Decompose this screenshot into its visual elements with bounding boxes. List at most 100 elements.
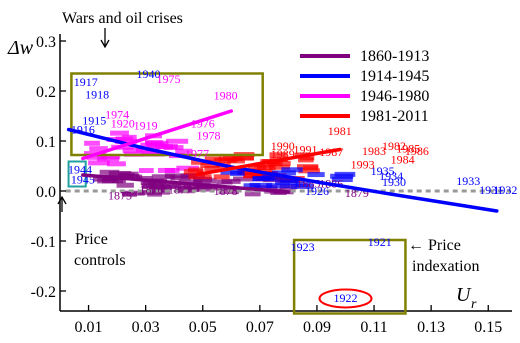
data-point-label: 1930 bbox=[382, 175, 406, 189]
data-point-label: 1932 bbox=[493, 183, 517, 197]
annotation-price-indexation: ← Price bbox=[408, 237, 461, 254]
fit-line bbox=[66, 127, 499, 213]
background-year-label-glyph bbox=[122, 190, 145, 196]
background-year-label-glyph bbox=[204, 165, 228, 171]
background-year-label-glyph bbox=[163, 145, 184, 151]
fit-line bbox=[81, 109, 234, 161]
background-year-label-glyph bbox=[249, 182, 273, 188]
data-point-label: 1920 bbox=[111, 117, 135, 131]
data-point-label: 1986 bbox=[405, 144, 429, 158]
background-year-label-glyph bbox=[147, 191, 162, 197]
background-year-label-glyph bbox=[233, 176, 255, 182]
legend-label: 1914-1945 bbox=[360, 68, 429, 85]
legend-label: 1981-2011 bbox=[360, 108, 429, 125]
y-axis-label: Δw bbox=[7, 37, 34, 59]
data-point-label: 1978 bbox=[196, 129, 220, 143]
price-indexation-box bbox=[292, 238, 407, 315]
data-point-label: 1917 bbox=[74, 75, 98, 89]
data-point-label: 1982 bbox=[382, 139, 406, 153]
x-tick-label: 0.13 bbox=[417, 319, 445, 336]
background-year-label-glyph bbox=[126, 174, 143, 180]
x-tick-label: 0.05 bbox=[189, 319, 217, 336]
data-point-label: 1944 bbox=[68, 163, 92, 177]
fit-line bbox=[195, 147, 342, 177]
background-year-label-glyph bbox=[281, 167, 303, 173]
background-year-label-glyph bbox=[256, 165, 276, 171]
background-year-label-glyph bbox=[106, 161, 126, 167]
data-point-label: 1974 bbox=[105, 108, 129, 122]
background-year-label-glyph bbox=[89, 146, 108, 152]
background-year-label-glyph bbox=[138, 168, 154, 174]
background-year-label-glyph bbox=[231, 155, 254, 161]
y-tick-label: -0.2 bbox=[31, 284, 56, 301]
wars-oil-box bbox=[70, 72, 264, 157]
background-year-label-glyph bbox=[99, 169, 120, 175]
data-point-label: 1918 bbox=[85, 88, 109, 102]
background-year-label-glyph bbox=[216, 179, 233, 185]
background-year-label-glyph bbox=[296, 164, 319, 170]
data-point-label: 1993 bbox=[351, 158, 375, 172]
x-axis-label-subscript: r bbox=[471, 297, 477, 312]
legend-label: 1860-1913 bbox=[360, 48, 429, 65]
x-tick-label: 0.03 bbox=[132, 319, 160, 336]
background-year-label-glyph bbox=[117, 172, 135, 178]
data-point-label: 1921 bbox=[368, 235, 392, 249]
background-year-label-glyph bbox=[266, 183, 291, 189]
background-year-label-glyph bbox=[176, 165, 199, 171]
background-year-label-glyph bbox=[170, 175, 191, 181]
background-year-label-glyph bbox=[295, 182, 310, 188]
background-year-label-glyph bbox=[252, 176, 275, 182]
background-year-label-glyph bbox=[101, 154, 121, 160]
background-year-label-glyph bbox=[178, 179, 203, 185]
data-point-label: 1980 bbox=[214, 89, 238, 103]
x-axis-label: U bbox=[456, 284, 472, 306]
data-point-label: 1931 bbox=[479, 183, 503, 197]
annotation-price: Price bbox=[75, 231, 108, 248]
background-year-label-glyph bbox=[200, 162, 220, 168]
fit-lines bbox=[66, 109, 499, 213]
data-point-label: 1984 bbox=[391, 153, 415, 167]
background-year-label-glyph bbox=[270, 160, 291, 166]
background-year-label-glyph bbox=[331, 177, 353, 183]
background-year-label-glyph bbox=[247, 164, 267, 170]
data-points: 1875 1876 1877 1878188518861879191719181940… bbox=[68, 67, 517, 305]
background-year-label-glyph bbox=[269, 164, 290, 170]
data-point-label: 1875 bbox=[108, 189, 132, 203]
background-year-label-glyph bbox=[213, 174, 230, 180]
data-point-label: 1934 bbox=[379, 169, 403, 183]
data-point-label: 1915 bbox=[82, 114, 106, 128]
x-tick-label: 0.11 bbox=[360, 319, 387, 336]
data-point-label: 1981 bbox=[328, 124, 352, 138]
data-point-label: 1975 bbox=[156, 72, 180, 86]
background-year-label-glyph bbox=[188, 174, 212, 180]
background-year-label-glyph bbox=[272, 170, 296, 176]
background-year-label-glyph bbox=[166, 138, 189, 144]
background-year-label-glyph bbox=[298, 157, 314, 163]
background-year-label-glyph bbox=[86, 154, 108, 160]
background-year-label-glyph bbox=[88, 160, 110, 166]
y-tick-label: 0.2 bbox=[36, 84, 56, 101]
background-year-label-glyph bbox=[110, 130, 129, 136]
background-year-label-glyph bbox=[330, 173, 354, 179]
annotation-arrows bbox=[57, 28, 110, 212]
data-point-label: 1926 bbox=[305, 184, 329, 198]
data-point-label: 1919 bbox=[134, 119, 158, 133]
annotation-controls: controls bbox=[74, 252, 126, 269]
x-tick-label: 0.01 bbox=[75, 319, 103, 336]
data-point-label: 1990 bbox=[271, 139, 295, 153]
data-point-label: 1876 bbox=[139, 183, 163, 197]
data-point-label: 1933 bbox=[456, 174, 480, 188]
y-tick-label: 0.0 bbox=[36, 184, 56, 201]
arrow-up-head bbox=[57, 195, 67, 205]
highlight-1922-ellipse bbox=[318, 288, 373, 309]
background-year-label-glyph bbox=[141, 183, 156, 189]
y-tick-label: 0.3 bbox=[36, 34, 56, 51]
background-year-label-glyph bbox=[171, 183, 192, 189]
data-point-label: 1940 bbox=[137, 67, 161, 81]
data-point-label: 1922 bbox=[334, 291, 358, 305]
background-year-label-glyph bbox=[115, 136, 133, 142]
data-point-label: 1985 bbox=[396, 142, 420, 156]
plot-frame bbox=[59, 34, 512, 312]
y-tick-label: 0.1 bbox=[36, 134, 56, 151]
